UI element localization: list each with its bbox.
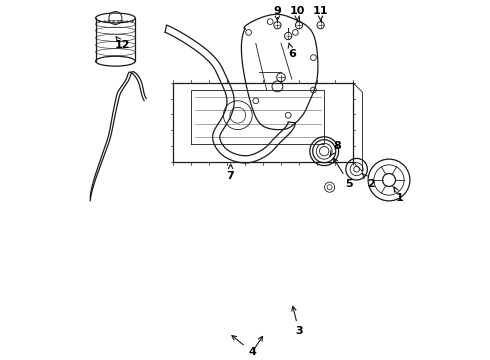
Text: 2: 2 xyxy=(363,174,375,189)
Text: 6: 6 xyxy=(288,43,296,59)
Text: 12: 12 xyxy=(115,37,130,50)
Text: 8: 8 xyxy=(330,141,341,156)
Text: 10: 10 xyxy=(290,6,305,21)
Text: 7: 7 xyxy=(227,164,235,181)
Text: 9: 9 xyxy=(273,6,281,21)
Text: 3: 3 xyxy=(292,306,303,336)
Text: 11: 11 xyxy=(313,6,328,21)
Text: 1: 1 xyxy=(394,187,404,203)
Text: 5: 5 xyxy=(334,158,353,189)
Text: 4: 4 xyxy=(232,336,256,357)
